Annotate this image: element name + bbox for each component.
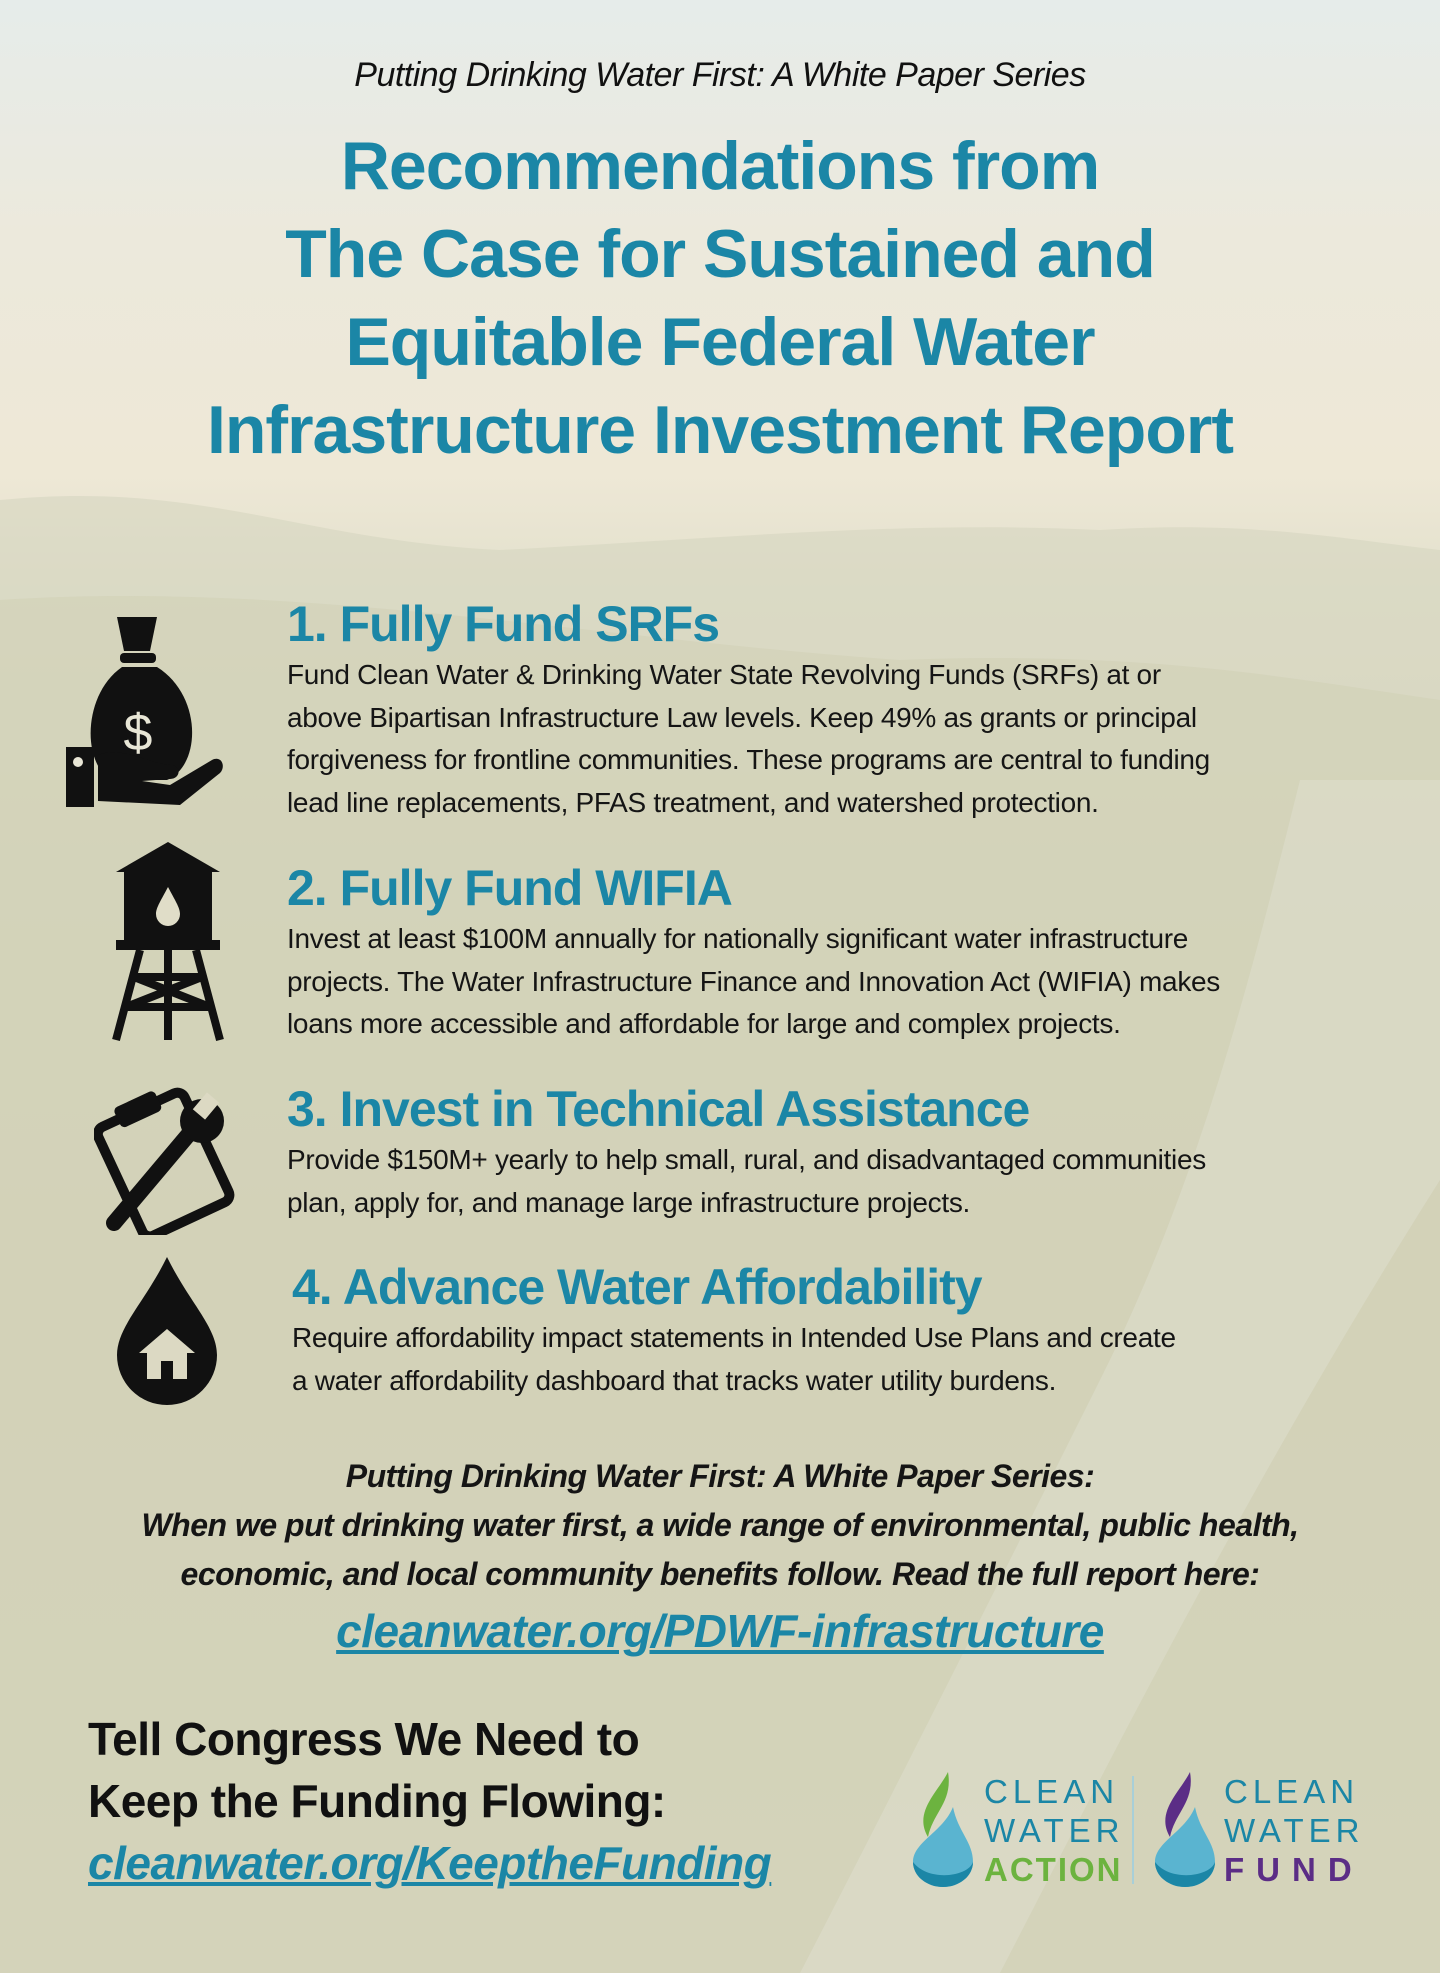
water-tower-icon [112, 842, 224, 1042]
body-line: a water affordability dashboard that tra… [292, 1364, 1057, 1396]
clipboard-wrench-icon [94, 1087, 235, 1235]
recommendation-2: 2. Fully Fund WIFIA Invest at least $100… [287, 858, 1220, 1046]
logo-word: ACTION [984, 1851, 1123, 1888]
call-to-action: Tell Congress We Need to Keep the Fundin… [88, 1708, 772, 1894]
title-line: Recommendations from [340, 128, 1100, 204]
cta-line: Keep the Funding Flowing: [88, 1775, 666, 1827]
clean-water-fund-logo: CLEAN WATER FUND [1224, 1772, 1364, 1889]
body-line: loans more accessible and affordable for… [287, 1008, 1121, 1039]
footer-line: When we put drinking water first, a wide… [141, 1507, 1299, 1543]
money-bag-hand-icon: $ [66, 617, 223, 807]
svg-text:$: $ [124, 704, 153, 762]
clean-water-action-logo: CLEAN WATER ACTION [984, 1772, 1124, 1889]
logo-word: CLEAN [984, 1773, 1120, 1810]
report-link[interactable]: cleanwater.org/PDWF-infrastructure [336, 1605, 1104, 1657]
logos: CLEAN WATER ACTION CLEAN WATER FUND [908, 1772, 1359, 1889]
page-title: Recommendations from The Case for Sustai… [0, 122, 1440, 474]
footer-line: Putting Drinking Water First: A White Pa… [345, 1458, 1095, 1494]
series-subtitle: Putting Drinking Water First: A White Pa… [354, 56, 1086, 94]
clean-water-fund-drop-icon [1155, 1772, 1215, 1887]
body-line: Fund Clean Water & Drinking Water State … [287, 659, 1161, 690]
logo-word: WATER [984, 1812, 1125, 1849]
body-line: projects. The Water Infrastructure Finan… [287, 965, 1221, 997]
recommendation-1: 1. Fully Fund SRFs Fund Clean Water & Dr… [287, 594, 1210, 824]
footer-line: economic, and local community benefits f… [180, 1556, 1260, 1592]
body-line: forgiveness for frontline communities. T… [287, 744, 1210, 775]
recommendation-heading: 1. Fully Fund SRFs [287, 596, 720, 652]
body-line: lead line replacements, PFAS treatment, … [287, 786, 1099, 818]
footer-summary: Putting Drinking Water First: A White Pa… [0, 1452, 1440, 1661]
clean-water-action-drop-icon [913, 1772, 973, 1887]
logo-divider [1132, 1776, 1134, 1884]
water-drop-house-icon [117, 1257, 217, 1405]
recommendation-heading: 4. Advance Water Affordability [292, 1259, 983, 1315]
logo-word: WATER [1224, 1812, 1365, 1849]
body-line: Provide $150M+ yearly to help small, rur… [287, 1144, 1206, 1175]
body-line: plan, apply for, and manage large infras… [287, 1186, 970, 1218]
recommendation-heading: 3. Invest in Technical Assistance [287, 1081, 1030, 1137]
logo-word: FUND [1224, 1851, 1364, 1888]
body-line: above Bipartisan Infrastructure Law leve… [287, 701, 1197, 733]
title-line: The Case for Sustained and [285, 216, 1156, 292]
recommendation-heading: 2. Fully Fund WIFIA [287, 860, 733, 916]
title-line: Equitable Federal Water [345, 304, 1095, 380]
keep-funding-link[interactable]: cleanwater.org/KeeptheFunding [88, 1837, 772, 1889]
title-line: Infrastructure Investment Report [207, 392, 1234, 468]
body-line: Invest at least $100M annually for natio… [287, 923, 1189, 954]
logo-word: CLEAN [1224, 1773, 1360, 1810]
recommendation-4: 4. Advance Water Affordability Require a… [292, 1257, 1176, 1402]
recommendation-3: 3. Invest in Technical Assistance Provid… [287, 1079, 1206, 1224]
cta-line: Tell Congress We Need to [88, 1713, 640, 1765]
body-line: Require affordability impact statements … [292, 1322, 1176, 1353]
